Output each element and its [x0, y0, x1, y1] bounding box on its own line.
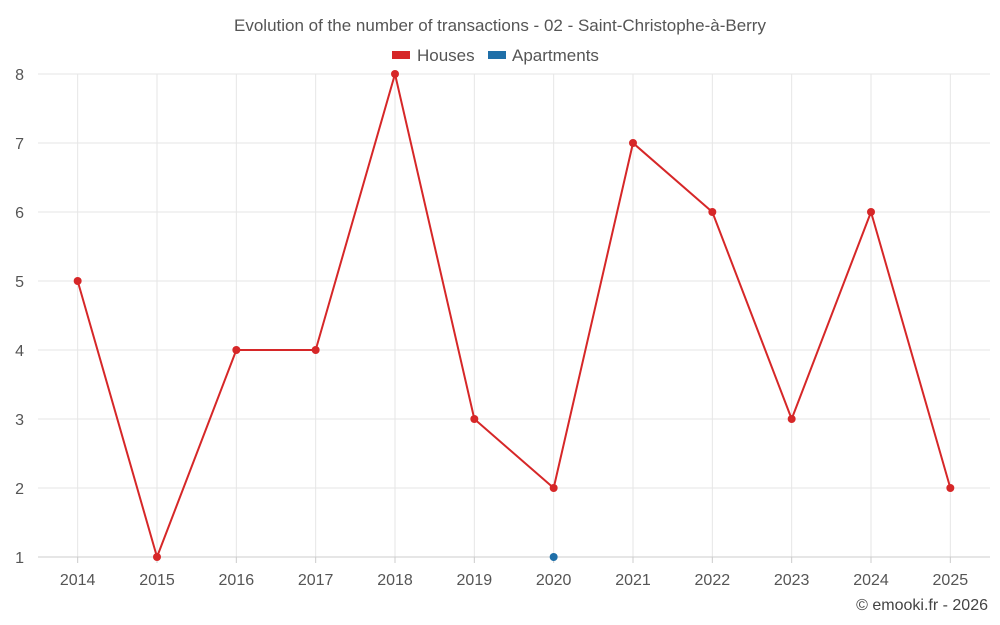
data-point-houses-2015[interactable] — [153, 553, 161, 561]
data-point-houses-2020[interactable] — [549, 484, 558, 492]
x-tick-label: 2018 — [377, 572, 413, 589]
legend-label-apartments[interactable]: Apartments — [512, 46, 599, 65]
legend-swatch-apartments — [488, 51, 506, 59]
data-point-houses-2021[interactable] — [629, 139, 637, 147]
data-point-houses-2014[interactable] — [73, 277, 82, 285]
y-tick-label: 4 — [15, 343, 24, 360]
x-tick-label: 2019 — [457, 572, 493, 589]
data-point-houses-2019[interactable] — [470, 415, 479, 423]
data-point-houses-2018[interactable] — [391, 70, 399, 78]
x-tick-label: 2015 — [139, 572, 175, 589]
legend: Houses Apartments — [392, 46, 599, 65]
x-tick-label: 2020 — [536, 572, 572, 589]
x-tick-label: 2022 — [695, 572, 731, 589]
y-tick-label: 5 — [15, 274, 24, 291]
x-tick-label: 2014 — [60, 572, 96, 589]
data-point-apartments-2020[interactable] — [549, 553, 558, 561]
y-tick-label: 2 — [15, 481, 24, 498]
data-point-houses-2017[interactable] — [311, 346, 320, 354]
copyright-credit: © emooki.fr - 2026 — [856, 597, 988, 614]
legend-label-houses[interactable]: Houses — [417, 46, 475, 65]
y-tick-label: 8 — [15, 67, 24, 84]
y-tick-label: 1 — [15, 550, 24, 567]
x-tick-label: 2025 — [933, 572, 969, 589]
data-point-houses-2023[interactable] — [787, 415, 796, 423]
legend-swatch-houses — [392, 51, 410, 59]
data-point-houses-2016[interactable] — [232, 346, 241, 354]
y-tick-label: 7 — [15, 136, 24, 153]
x-tick-label: 2016 — [219, 572, 255, 589]
series-line-houses — [76, 73, 952, 558]
data-point-houses-2025[interactable] — [946, 484, 955, 492]
x-tick-label: 2023 — [774, 572, 810, 589]
data-point-houses-2022[interactable] — [708, 208, 717, 216]
x-tick-label: 2017 — [298, 572, 334, 589]
x-tick-label: 2024 — [853, 572, 889, 589]
x-tick-label: 2021 — [615, 572, 651, 589]
data-point-houses-2024[interactable] — [867, 208, 875, 216]
chart-title: Evolution of the number of transactions … — [234, 16, 766, 35]
y-tick-label: 3 — [15, 412, 24, 429]
y-tick-label: 6 — [15, 205, 24, 222]
